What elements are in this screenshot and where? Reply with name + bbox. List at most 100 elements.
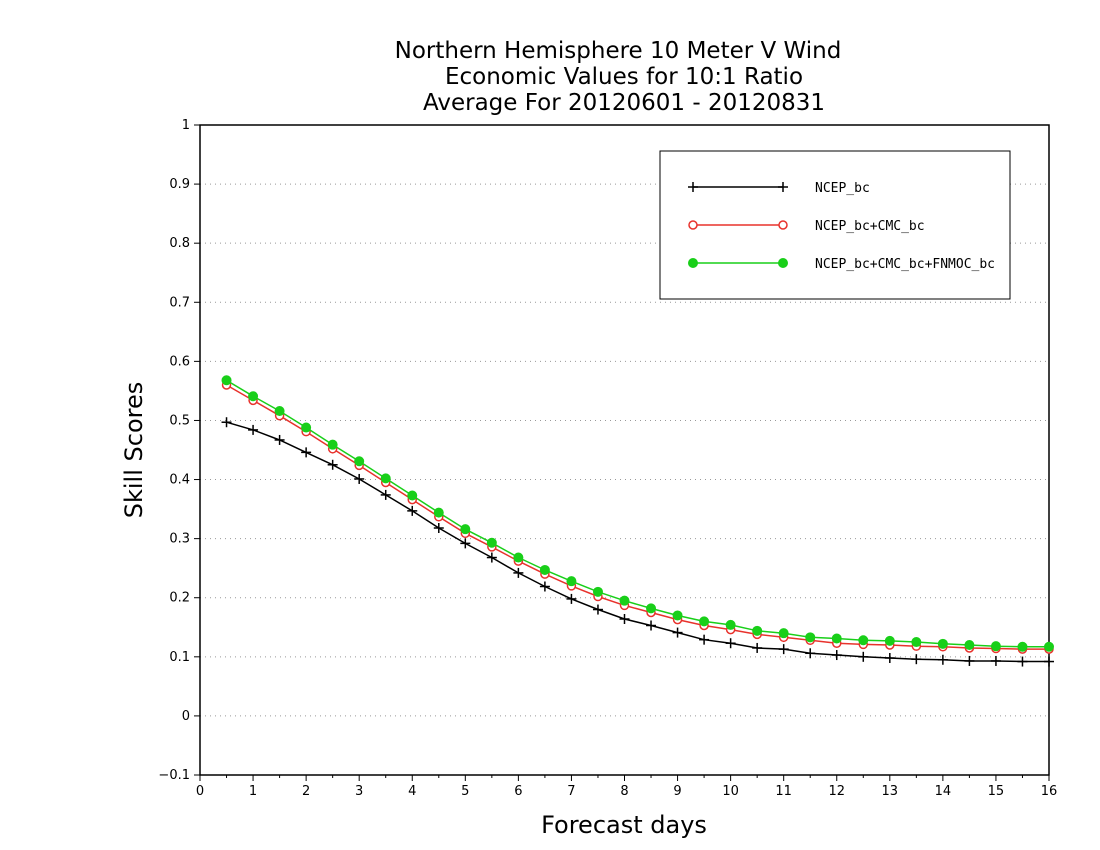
- x-tick-label: 16: [1041, 784, 1058, 799]
- data-point: [937, 638, 948, 649]
- data-point: [911, 637, 922, 648]
- data-point: [486, 552, 497, 563]
- legend: NCEP_bc NCEP_bc+CMC_bc NCEP_bc+CMC_bc+FNMO…: [659, 150, 1011, 300]
- legend-item: NCEP_bc+CMC_bc: [688, 219, 925, 234]
- data-point: [699, 616, 710, 627]
- y-tick-label: 0.8: [169, 236, 190, 251]
- data-point: [407, 505, 418, 516]
- data-point: [460, 524, 471, 535]
- data-point: [380, 489, 391, 500]
- data-point: [778, 644, 789, 655]
- data-point: [592, 586, 603, 597]
- data-point: [911, 654, 922, 665]
- series-ncep-bc-cmc-bc: [221, 380, 1054, 654]
- x-axis-title: Forecast days: [541, 811, 707, 839]
- data-point: [688, 220, 698, 230]
- title-line-2: Economic Values for 10:1 Ratio: [445, 64, 803, 90]
- data-point: [301, 447, 312, 458]
- data-point: [1044, 656, 1054, 667]
- data-point: [964, 640, 975, 650]
- data-point: [539, 564, 550, 575]
- legend-label: NCEP_bc: [815, 181, 870, 196]
- data-point: [778, 220, 788, 230]
- data-point: [937, 654, 948, 665]
- data-point: [221, 375, 232, 386]
- x-tick-label: 10: [722, 784, 739, 799]
- data-point: [725, 619, 736, 630]
- legend-label: NCEP_bc+CMC_bc+FNMOC_bc: [815, 257, 995, 272]
- y-tick-label: 0.4: [169, 473, 190, 488]
- legend-item: NCEP_bc: [688, 181, 870, 196]
- y-tick-label: 0.2: [169, 591, 190, 606]
- series-ncep-bc-cmc-bc-fnmoc-bc: [221, 375, 1054, 652]
- y-tick-label: 1: [182, 118, 190, 133]
- data-point: [699, 634, 710, 645]
- title-line-3: Average For 20120601 - 20120831: [423, 90, 825, 116]
- axes: −0.100.10.20.30.40.50.60.70.80.910 1 2 3 4 5 6…: [158, 118, 1057, 799]
- x-tick-label: 1: [249, 784, 257, 799]
- legend-label: NCEP_bc+CMC_bc: [815, 219, 925, 234]
- data-point: [539, 581, 550, 592]
- data-point: [990, 655, 1001, 666]
- x-tick-label: 7: [567, 784, 575, 799]
- data-point: [248, 424, 259, 435]
- data-point: [486, 537, 497, 548]
- chart-title: Northern Hemisphere 10 Meter V Wind Econ…: [395, 38, 842, 116]
- data-point: [858, 651, 869, 662]
- data-point: [513, 567, 524, 578]
- data-point: [301, 422, 312, 433]
- data-point: [1044, 641, 1054, 652]
- x-tick-label: 13: [882, 784, 899, 799]
- y-tick-label: 0.3: [169, 532, 190, 547]
- x-tick-label: 15: [988, 784, 1005, 799]
- data-point: [646, 620, 657, 631]
- data-point: [619, 595, 630, 606]
- data-point: [513, 552, 524, 563]
- data-point: [688, 258, 698, 268]
- title-line-1: Northern Hemisphere 10 Meter V Wind: [395, 38, 842, 64]
- x-tick-label: 11: [775, 784, 792, 799]
- series-line: [226, 421, 1049, 663]
- data-point: [778, 182, 788, 192]
- data-point: [1017, 641, 1028, 652]
- data-point: [831, 633, 842, 644]
- data-point: [778, 628, 789, 639]
- y-tick-label: 0.6: [169, 354, 190, 369]
- x-tick-label: 5: [461, 784, 469, 799]
- data-point: [964, 655, 975, 666]
- data-point: [592, 604, 603, 615]
- y-tick-label: −0.1: [158, 768, 190, 783]
- data-point: [752, 625, 763, 636]
- data-point: [221, 417, 232, 428]
- data-point: [566, 593, 577, 604]
- data-point: [725, 638, 736, 649]
- y-tick-label: 0: [182, 709, 190, 724]
- data-point: [354, 456, 365, 467]
- data-point: [566, 576, 577, 587]
- data-point: [327, 459, 338, 470]
- x-tick-label: 12: [828, 784, 845, 799]
- legend-item: NCEP_bc+CMC_bc+FNMOC_bc: [688, 257, 995, 272]
- y-tick-label: 0.5: [169, 413, 190, 428]
- data-point: [831, 650, 842, 661]
- data-point: [805, 648, 816, 659]
- data-point: [248, 391, 259, 402]
- x-tick-label: 9: [673, 784, 681, 799]
- data-point: [990, 641, 1001, 652]
- data-point: [858, 635, 869, 646]
- series-line: [226, 384, 1049, 650]
- data-point: [672, 627, 683, 638]
- data-point: [407, 490, 418, 501]
- data-point: [688, 182, 698, 192]
- y-axis-title: Skill Scores: [120, 382, 148, 519]
- series-ncep-bc: [221, 417, 1054, 667]
- data-point: [619, 614, 630, 624]
- data-point: [672, 610, 683, 621]
- data-point: [884, 635, 895, 646]
- x-tick-label: 14: [935, 784, 952, 799]
- x-tick-label: 4: [408, 784, 416, 799]
- data-point: [274, 406, 285, 416]
- data-point: [805, 632, 816, 643]
- data-point: [460, 538, 471, 549]
